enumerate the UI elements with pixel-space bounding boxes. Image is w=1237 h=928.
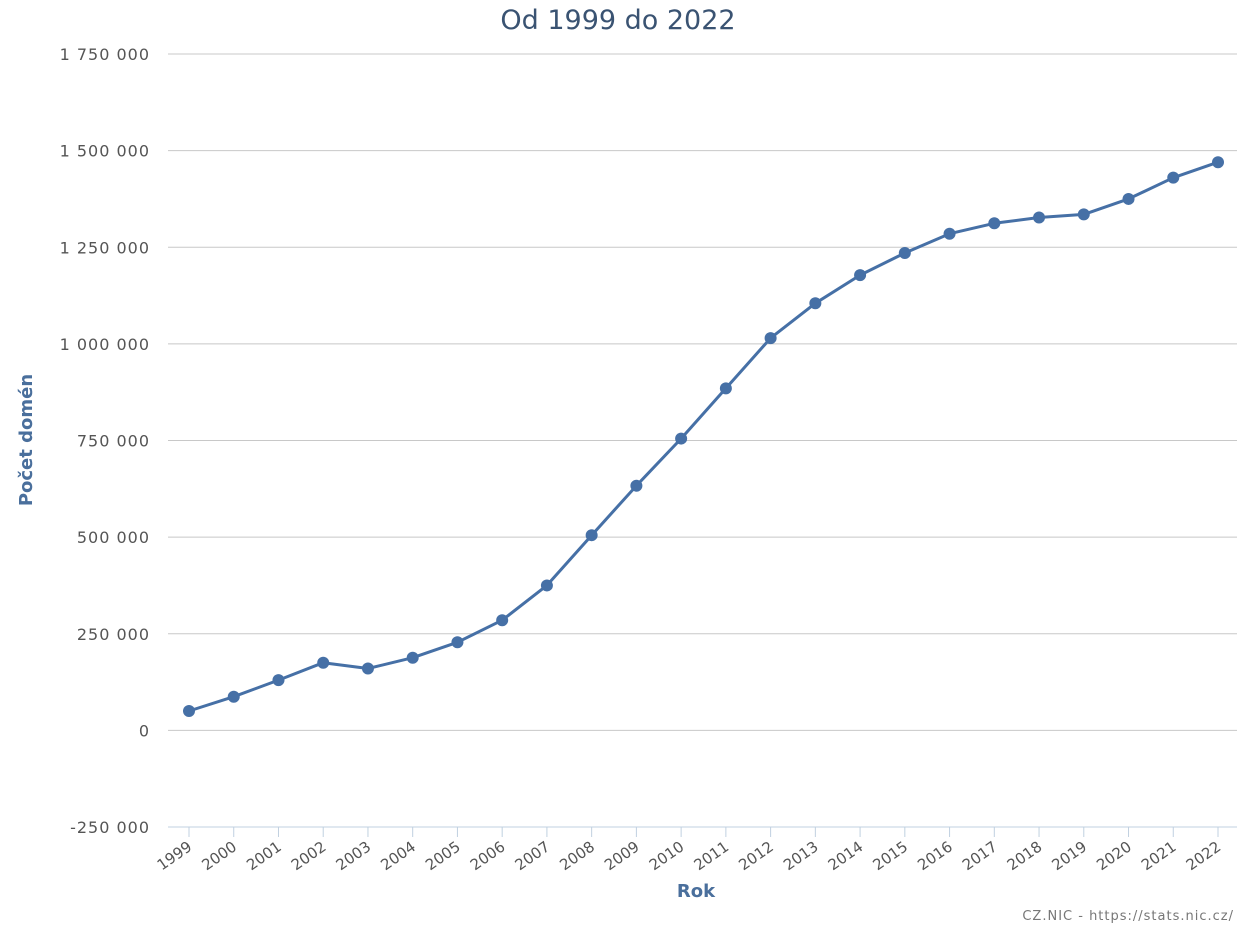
- chart-title: Od 1999 do 2022: [500, 5, 735, 36]
- data-point[interactable]: [1122, 192, 1135, 205]
- x-tick-label: 2014: [825, 838, 867, 875]
- x-tick-label: 2000: [198, 838, 240, 875]
- data-point[interactable]: [1077, 208, 1090, 221]
- x-tick-label: 2007: [512, 838, 554, 875]
- data-point[interactable]: [764, 332, 777, 345]
- y-tick-label: 1 250 000: [60, 238, 150, 257]
- data-point[interactable]: [361, 662, 374, 675]
- x-tick-label: 2004: [377, 838, 419, 875]
- credits-text[interactable]: CZ.NIC - https://stats.nic.cz/: [1022, 909, 1234, 924]
- x-tick-label: 2006: [467, 838, 509, 875]
- y-tick-label: 500 000: [77, 528, 150, 547]
- x-tick-label: 2017: [959, 838, 1001, 875]
- data-point[interactable]: [988, 217, 1001, 230]
- data-point[interactable]: [317, 656, 330, 669]
- x-tick-label: 2022: [1183, 838, 1225, 875]
- data-point[interactable]: [1212, 156, 1224, 169]
- data-point[interactable]: [272, 674, 285, 687]
- data-point[interactable]: [451, 636, 464, 649]
- data-point[interactable]: [540, 579, 553, 592]
- x-tick-label: 2008: [556, 838, 598, 875]
- data-point[interactable]: [496, 614, 509, 627]
- y-tick-label: 250 000: [77, 625, 150, 644]
- data-point[interactable]: [406, 651, 419, 664]
- x-tick-label: 2012: [735, 838, 777, 875]
- data-point[interactable]: [183, 705, 195, 718]
- x-tick-label: 2021: [1138, 838, 1180, 875]
- x-axis-label: Rok: [677, 881, 716, 902]
- y-tick-label: 1 000 000: [60, 335, 150, 354]
- data-point[interactable]: [630, 479, 643, 492]
- x-tick-label: 2020: [1093, 838, 1135, 875]
- x-tick-label: 2009: [601, 838, 643, 875]
- data-point[interactable]: [1167, 171, 1180, 184]
- data-point[interactable]: [227, 690, 240, 703]
- data-point[interactable]: [719, 382, 732, 395]
- data-point[interactable]: [943, 227, 956, 240]
- x-tick-label: 2005: [422, 838, 464, 875]
- y-axis-ticks: -250 000 0 250 000 500 000 750 000 1 000 000 1…: [60, 45, 150, 837]
- y-tick-label: 1 750 000: [60, 45, 150, 64]
- y-tick-label: 750 000: [77, 432, 150, 451]
- x-tick-label: 2013: [780, 838, 822, 875]
- grid-lines: [168, 53, 1237, 731]
- data-point[interactable]: [809, 297, 822, 310]
- series-domains: [183, 156, 1224, 718]
- series-line: [188, 160, 1219, 713]
- x-tick-label: 2018: [1004, 838, 1046, 875]
- x-tick-label: 2001: [243, 838, 285, 875]
- data-point[interactable]: [675, 432, 688, 445]
- x-tick-label: 2019: [1048, 838, 1090, 875]
- x-tick-label: 1999: [154, 838, 196, 875]
- x-tick-label: 2011: [691, 838, 733, 875]
- y-tick-label: 1 500 000: [60, 142, 150, 161]
- y-tick-label: -250 000: [70, 818, 150, 837]
- x-tick-label: 2003: [333, 838, 375, 875]
- y-tick-label: 0: [139, 721, 150, 740]
- y-axis-label: Počet domén: [16, 374, 37, 506]
- data-point[interactable]: [1033, 211, 1046, 224]
- x-tick-label: 2015: [870, 838, 912, 875]
- x-tick-label: 2010: [646, 838, 688, 875]
- x-axis-ticks: 1999 2000 2001 2002 2003 2004 2005 2006 2007 2008…: [154, 827, 1225, 875]
- x-tick-label: 2016: [914, 838, 956, 875]
- data-point[interactable]: [585, 529, 598, 542]
- data-point[interactable]: [854, 269, 867, 282]
- x-tick-label: 2002: [288, 838, 330, 875]
- data-point[interactable]: [898, 247, 911, 260]
